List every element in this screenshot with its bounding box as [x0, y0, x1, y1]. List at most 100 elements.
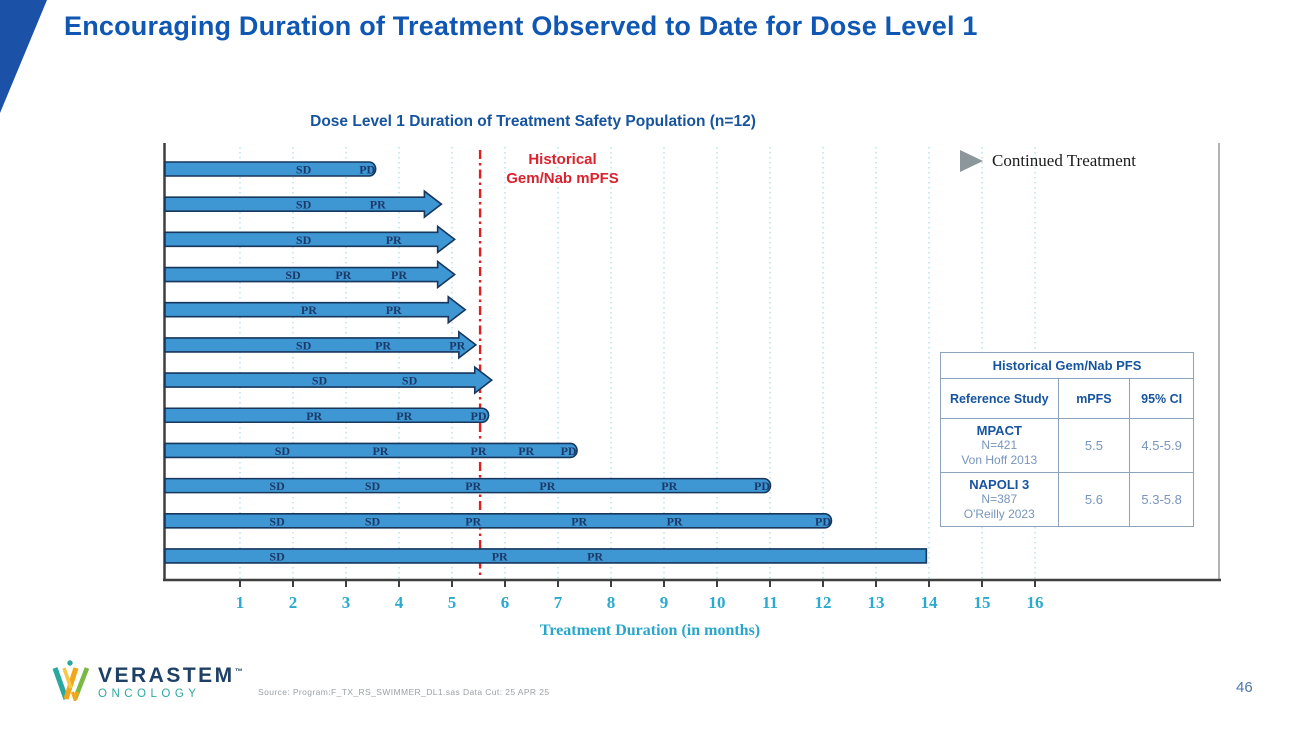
milestone-label-pr: PR [471, 444, 487, 458]
x-tick-label-10: 10 [709, 593, 726, 612]
milestone-label-pr: PR [386, 303, 402, 317]
patient-bar-1 [164, 161, 377, 177]
milestone-label-pr: PR [375, 338, 391, 352]
x-tick-label-12: 12 [815, 593, 832, 612]
milestone-label-pd: PD [561, 444, 577, 458]
x-tick-label-4: 4 [395, 593, 404, 612]
reference-line-label-line1: Historical [528, 151, 597, 168]
patient-bar-11 [164, 513, 833, 529]
milestone-label-sd: SD [275, 444, 291, 458]
study-n: N=387 [981, 492, 1018, 506]
patient-bar-5 [164, 295, 467, 325]
milestone-label-sd: SD [296, 338, 312, 352]
milestone-label-pr: PR [396, 409, 412, 423]
corner-accent-shape [0, 0, 47, 113]
study-cell: NAPOLI 3 N=387 O'Reilly 2023 [940, 472, 1059, 527]
x-tick-label-16: 16 [1027, 593, 1044, 612]
table-row: NAPOLI 3 N=387 O'Reilly 2023 5.6 5.3-5.8 [940, 472, 1194, 527]
page-number: 46 [1236, 679, 1253, 696]
study-ref: O'Reilly 2023 [963, 507, 1035, 521]
milestone-label-pd: PD [471, 409, 487, 423]
x-tick-label-6: 6 [501, 593, 510, 612]
study-ref: Von Hoff 2013 [961, 453, 1038, 467]
reference-line-label-line2: Gem/Nab mPFS [506, 170, 619, 187]
table-row: MPACT N=421 Von Hoff 2013 5.5 4.5-5.9 [940, 418, 1194, 473]
patient-bar-3 [164, 224, 456, 254]
milestone-label-pr: PR [370, 198, 386, 212]
milestone-label-pr: PR [306, 409, 322, 423]
patient-bar-6 [164, 330, 478, 360]
x-tick-label-2: 2 [289, 593, 298, 612]
milestone-label-pr: PR [391, 268, 407, 282]
logo-name: VERASTEM™ [98, 664, 243, 687]
x-axis-title: Treatment Duration (in months) [539, 622, 761, 639]
patient-bar-2 [164, 189, 443, 219]
milestone-label-sd: SD [296, 233, 312, 247]
table-header-row: Reference Study mPFS 95% CI [940, 378, 1194, 419]
milestone-label-pr: PR [449, 338, 465, 352]
swimmer-plot-canvas: SD PD SD PR SD PR SD PR PR PR PR SD PR PR SD SD PR PR PD SD… [163, 143, 1221, 612]
table-title-row: Historical Gem/Nab PFS [940, 352, 1194, 379]
milestone-label-pr: PR [372, 444, 388, 458]
milestone-label-pd: PD [359, 163, 375, 177]
column-header-ci: 95% CI [1129, 378, 1194, 419]
milestone-label-pr: PR [518, 444, 534, 458]
verastem-logo: VERASTEM™ ONCOLOGY [52, 659, 243, 701]
milestone-label-sd: SD [269, 549, 285, 563]
patient-bar-12 [164, 548, 928, 564]
milestone-label-sd: SD [365, 479, 381, 493]
milestone-label-pr: PR [492, 549, 508, 563]
x-tick-label-15: 15 [974, 593, 991, 612]
legend: Continued Treatment [960, 150, 1136, 172]
x-tick-label-14: 14 [921, 593, 939, 612]
x-tick-label-5: 5 [448, 593, 457, 612]
legend-label: Continued Treatment [992, 151, 1137, 170]
study-n: N=421 [981, 438, 1018, 452]
reference-line-label: Historical Gem/Nab mPFS [500, 150, 625, 188]
study-name: NAPOLI 3 [969, 477, 1030, 492]
milestone-label-sd: SD [269, 479, 285, 493]
mpfs-value: 5.6 [1057, 472, 1131, 527]
mpfs-value: 5.5 [1057, 418, 1131, 473]
milestone-label-pr: PR [571, 514, 587, 528]
milestone-label-sd: SD [312, 374, 328, 388]
patient-bar-9 [164, 442, 578, 459]
slide-title: Encouraging Duration of Treatment Observ… [64, 11, 978, 41]
patient-bar-10 [164, 477, 772, 494]
patient-bar-7 [164, 365, 494, 395]
x-tick-label-3: 3 [342, 593, 351, 612]
milestone-label-sd: SD [285, 268, 301, 282]
x-tick-label-11: 11 [762, 593, 778, 612]
milestone-label-pr: PR [587, 549, 603, 563]
milestone-label-pd: PD [815, 514, 831, 528]
x-tick-label-8: 8 [607, 593, 616, 612]
x-tick-label-9: 9 [660, 593, 669, 612]
patient-bar-8 [164, 407, 490, 424]
verastem-logo-text: VERASTEM™ ONCOLOGY [98, 661, 243, 701]
chart-title: Dose Level 1 Duration of Treatment Safet… [310, 113, 756, 130]
milestone-label-sd: SD [269, 514, 285, 528]
milestone-label-pr: PR [335, 268, 351, 282]
logo-subtitle: ONCOLOGY [98, 688, 201, 700]
milestone-label-pr: PR [539, 479, 555, 493]
milestone-label-sd: SD [296, 163, 312, 177]
x-tick-label-7: 7 [554, 593, 563, 612]
source-note: Source: Program:F_TX_RS_SWIMMER_DL1.sas … [258, 687, 550, 697]
study-cell: MPACT N=421 Von Hoff 2013 [940, 418, 1059, 473]
milestone-label-pr: PR [661, 479, 677, 493]
milestone-label-pd: PD [754, 479, 770, 493]
x-tick-label-1: 1 [236, 593, 245, 612]
continued-treatment-arrow-icon [960, 150, 983, 172]
milestone-label-sd: SD [402, 374, 418, 388]
column-header-reference-study: Reference Study [940, 378, 1059, 419]
study-name: MPACT [976, 423, 1022, 438]
milestone-label-sd: SD [296, 198, 312, 212]
milestone-label-pr: PR [667, 514, 683, 528]
milestone-label-sd: SD [365, 514, 381, 528]
verastem-logo-icon [52, 660, 90, 701]
milestone-label-pr: PR [301, 303, 317, 317]
patient-bar-4 [164, 259, 456, 290]
historical-pfs-table: Historical Gem/Nab PFS Reference Study m… [940, 352, 1194, 527]
table-title: Historical Gem/Nab PFS [940, 352, 1194, 379]
